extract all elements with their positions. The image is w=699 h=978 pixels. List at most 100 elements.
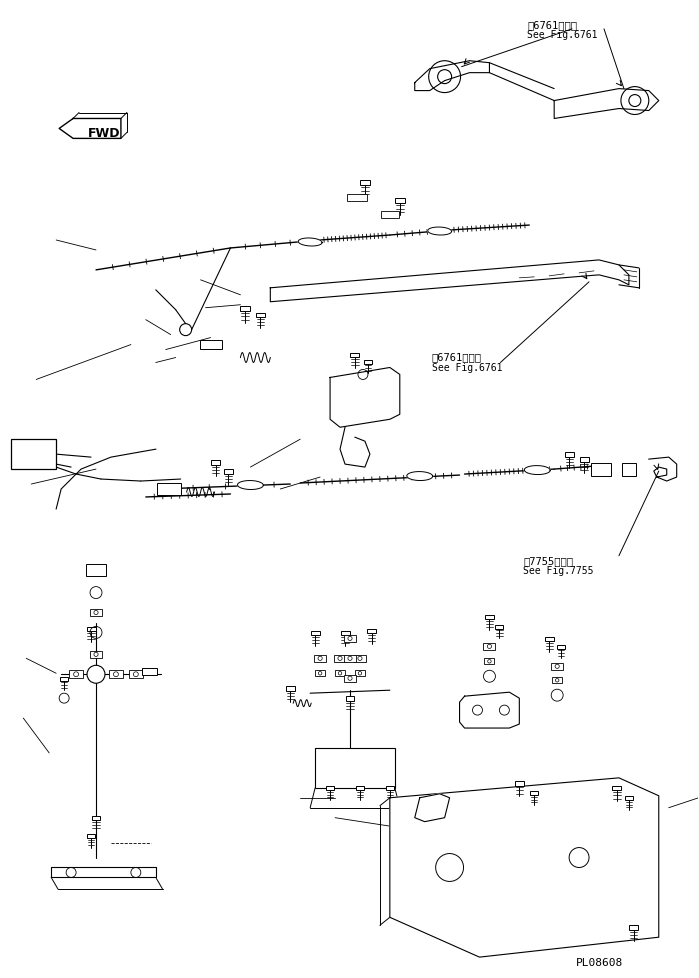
- Bar: [484, 644, 496, 650]
- Bar: [515, 781, 524, 785]
- Bar: [350, 353, 359, 358]
- Polygon shape: [59, 119, 121, 139]
- Circle shape: [488, 660, 491, 663]
- Bar: [496, 625, 503, 629]
- Bar: [395, 199, 405, 204]
- Polygon shape: [298, 239, 322, 246]
- Bar: [531, 791, 538, 795]
- Bar: [629, 925, 638, 930]
- Circle shape: [338, 656, 342, 661]
- Bar: [345, 696, 354, 701]
- Bar: [326, 786, 334, 790]
- Polygon shape: [524, 467, 550, 475]
- Bar: [334, 655, 346, 662]
- Bar: [381, 212, 399, 219]
- Bar: [11, 440, 56, 469]
- Bar: [314, 655, 326, 662]
- Circle shape: [134, 672, 138, 677]
- Bar: [485, 615, 494, 619]
- Text: 第7755図参照: 第7755図参照: [524, 556, 573, 565]
- Bar: [354, 655, 366, 662]
- Bar: [90, 651, 102, 658]
- Bar: [240, 306, 250, 311]
- Circle shape: [113, 672, 118, 677]
- Polygon shape: [428, 228, 452, 236]
- Bar: [625, 796, 633, 800]
- Bar: [557, 645, 565, 649]
- Bar: [386, 786, 394, 790]
- Circle shape: [94, 652, 98, 657]
- Bar: [344, 635, 356, 643]
- Polygon shape: [415, 794, 449, 822]
- Bar: [545, 637, 554, 642]
- Bar: [129, 670, 143, 679]
- Circle shape: [348, 656, 352, 661]
- Polygon shape: [51, 867, 156, 877]
- Bar: [87, 627, 96, 632]
- Bar: [591, 464, 611, 476]
- Circle shape: [358, 672, 361, 676]
- Text: PL08608: PL08608: [576, 957, 624, 967]
- Bar: [612, 786, 621, 790]
- Bar: [344, 675, 356, 682]
- Bar: [315, 671, 325, 677]
- Bar: [335, 671, 345, 677]
- Bar: [340, 631, 350, 636]
- Polygon shape: [390, 778, 658, 957]
- Bar: [565, 453, 574, 458]
- Bar: [579, 458, 589, 463]
- Circle shape: [556, 679, 559, 683]
- Circle shape: [348, 677, 352, 681]
- Bar: [86, 564, 106, 576]
- Bar: [364, 361, 372, 365]
- Polygon shape: [271, 261, 629, 302]
- Bar: [256, 314, 265, 318]
- Bar: [347, 195, 367, 201]
- Circle shape: [73, 672, 78, 677]
- Bar: [286, 687, 295, 691]
- Polygon shape: [238, 481, 264, 490]
- Circle shape: [358, 656, 362, 661]
- Text: See Fig.6761: See Fig.6761: [432, 362, 502, 372]
- Bar: [157, 483, 180, 496]
- Bar: [310, 631, 319, 636]
- Bar: [552, 678, 562, 684]
- Bar: [92, 816, 101, 821]
- Polygon shape: [415, 62, 489, 92]
- Bar: [200, 340, 222, 349]
- Text: FWD: FWD: [88, 127, 120, 140]
- Circle shape: [338, 672, 342, 676]
- Circle shape: [487, 645, 491, 648]
- Circle shape: [348, 637, 352, 641]
- Bar: [142, 669, 157, 676]
- Bar: [60, 677, 68, 681]
- Bar: [622, 464, 636, 476]
- Circle shape: [318, 656, 322, 661]
- Bar: [552, 663, 563, 670]
- Bar: [211, 461, 220, 466]
- Bar: [355, 671, 365, 677]
- Bar: [360, 181, 370, 186]
- Circle shape: [555, 664, 559, 669]
- Bar: [344, 655, 356, 662]
- Circle shape: [94, 611, 98, 615]
- Text: 第6761図参照: 第6761図参照: [527, 20, 577, 30]
- Polygon shape: [459, 692, 519, 729]
- Text: See Fig.7755: See Fig.7755: [524, 565, 594, 575]
- Bar: [315, 748, 395, 788]
- Polygon shape: [330, 368, 400, 427]
- Bar: [224, 469, 233, 474]
- Bar: [90, 609, 102, 616]
- Bar: [109, 670, 123, 679]
- Circle shape: [87, 666, 105, 684]
- Bar: [484, 658, 494, 665]
- Bar: [69, 670, 83, 679]
- Polygon shape: [554, 90, 658, 119]
- Bar: [356, 786, 364, 790]
- Bar: [368, 629, 376, 634]
- Polygon shape: [407, 472, 433, 481]
- Circle shape: [318, 672, 322, 676]
- Text: See Fig.6761: See Fig.6761: [527, 29, 598, 40]
- Text: 第6761図参照: 第6761図参照: [432, 352, 482, 362]
- Bar: [87, 834, 95, 838]
